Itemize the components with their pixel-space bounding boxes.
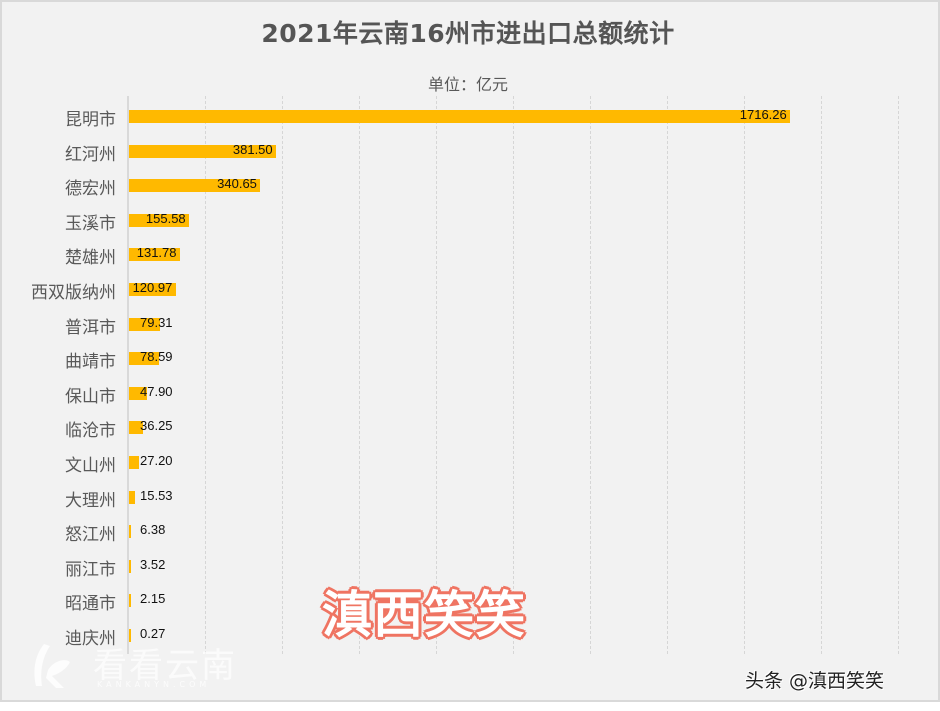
gridline — [282, 96, 283, 654]
bar-row: 曲靖市 78.59 — [0, 341, 940, 375]
value-label: 381.50 — [232, 141, 273, 157]
bar — [129, 525, 132, 539]
category-label: 大理州 — [65, 490, 116, 511]
bar — [129, 110, 790, 123]
category-label: 玉溪市 — [65, 213, 116, 234]
bar-row: 保山市 47.90 — [0, 376, 940, 410]
value-label: 47.90 — [140, 383, 173, 399]
bar-row: 昆明市 1716.26 — [0, 99, 940, 133]
value-label: 78.59 — [140, 349, 173, 365]
value-label: 131.78 — [136, 245, 177, 261]
value-label: 340.65 — [217, 176, 257, 192]
watermark-center: 滇西笑笑 — [322, 586, 526, 644]
category-label: 文山州 — [65, 456, 116, 476]
value-label: 27.20 — [140, 453, 173, 468]
value-label: 1716.26 — [739, 107, 787, 122]
gridline — [359, 96, 360, 654]
value-label: 3.52 — [140, 556, 166, 572]
bar — [129, 248, 180, 262]
bar-row: 怒江州 6.38 — [0, 514, 940, 548]
gridline — [436, 96, 437, 654]
bar-row: 西双版纳州 120.97 — [0, 272, 940, 306]
bar — [129, 283, 176, 296]
bar-row: 红河州 381.50 — [0, 134, 940, 168]
category-label: 迪庆州 — [65, 629, 116, 649]
bar — [129, 144, 276, 158]
bar-row: 德宏州 340.65 — [0, 168, 940, 202]
y-axis-line — [127, 96, 129, 654]
bar-row: 昭通市 2.15 — [0, 583, 940, 617]
gridline — [590, 96, 591, 654]
kankanyn-logo-icon — [30, 640, 76, 692]
category-label: 普洱市 — [65, 317, 116, 338]
value-label: 0.27 — [140, 626, 166, 641]
value-label: 2.15 — [140, 591, 166, 607]
bar-row: 临沧市 36.25 — [0, 410, 940, 444]
bar-row: 迪庆州 0.27 — [0, 618, 940, 652]
value-label: 15.53 — [140, 487, 173, 503]
bar-row: 丽江市 3.52 — [0, 549, 940, 583]
category-label: 保山市 — [65, 386, 116, 407]
category-label: 曲靖市 — [65, 352, 116, 373]
bar — [129, 629, 131, 642]
bar-row: 楚雄州 131.78 — [0, 237, 940, 271]
bar — [129, 594, 131, 608]
gridline — [744, 96, 745, 654]
chart-title: 2021年云南16州市进出口总额统计 — [261, 19, 675, 48]
category-label: 临沧市 — [65, 421, 116, 442]
gridline — [513, 96, 514, 654]
gridline — [898, 96, 899, 654]
watermark-site-cn: 看看云南 — [93, 646, 237, 686]
category-label: 怒江州 — [65, 525, 116, 546]
value-label: 79.31 — [140, 314, 173, 330]
category-label: 昭通市 — [65, 594, 116, 615]
bar — [129, 317, 160, 331]
gridline — [667, 96, 668, 654]
category-label: 德宏州 — [65, 179, 116, 200]
value-label: 36.25 — [140, 418, 173, 434]
category-label: 楚雄州 — [65, 248, 116, 269]
gridline — [205, 96, 206, 654]
category-label: 西双版纳州 — [31, 283, 116, 303]
bar — [129, 213, 189, 227]
bar — [129, 421, 143, 435]
bar — [129, 179, 261, 193]
gridline — [821, 96, 822, 654]
bar — [129, 386, 148, 400]
category-label: 昆明市 — [65, 110, 116, 130]
bar — [129, 456, 140, 469]
bar — [129, 352, 160, 366]
bar-row: 文山州 27.20 — [0, 445, 940, 479]
bar — [129, 490, 135, 504]
bar-row: 大理州 15.53 — [0, 480, 940, 514]
watermark-site-en: KANKANYN.COM — [97, 680, 211, 689]
value-label: 6.38 — [140, 522, 166, 538]
category-label: 丽江市 — [65, 559, 116, 580]
chart-subtitle-unit: 单位：亿元 — [427, 75, 508, 94]
bar-row: 普洱市 79.31 — [0, 307, 940, 341]
watermark-credit: 头条 @滇西笑笑 — [745, 670, 885, 692]
bar-row: 玉溪市 155.58 — [0, 203, 940, 237]
value-label: 120.97 — [132, 280, 173, 295]
category-label: 红河州 — [65, 144, 116, 165]
bar — [129, 559, 131, 573]
value-label: 155.58 — [145, 210, 186, 226]
